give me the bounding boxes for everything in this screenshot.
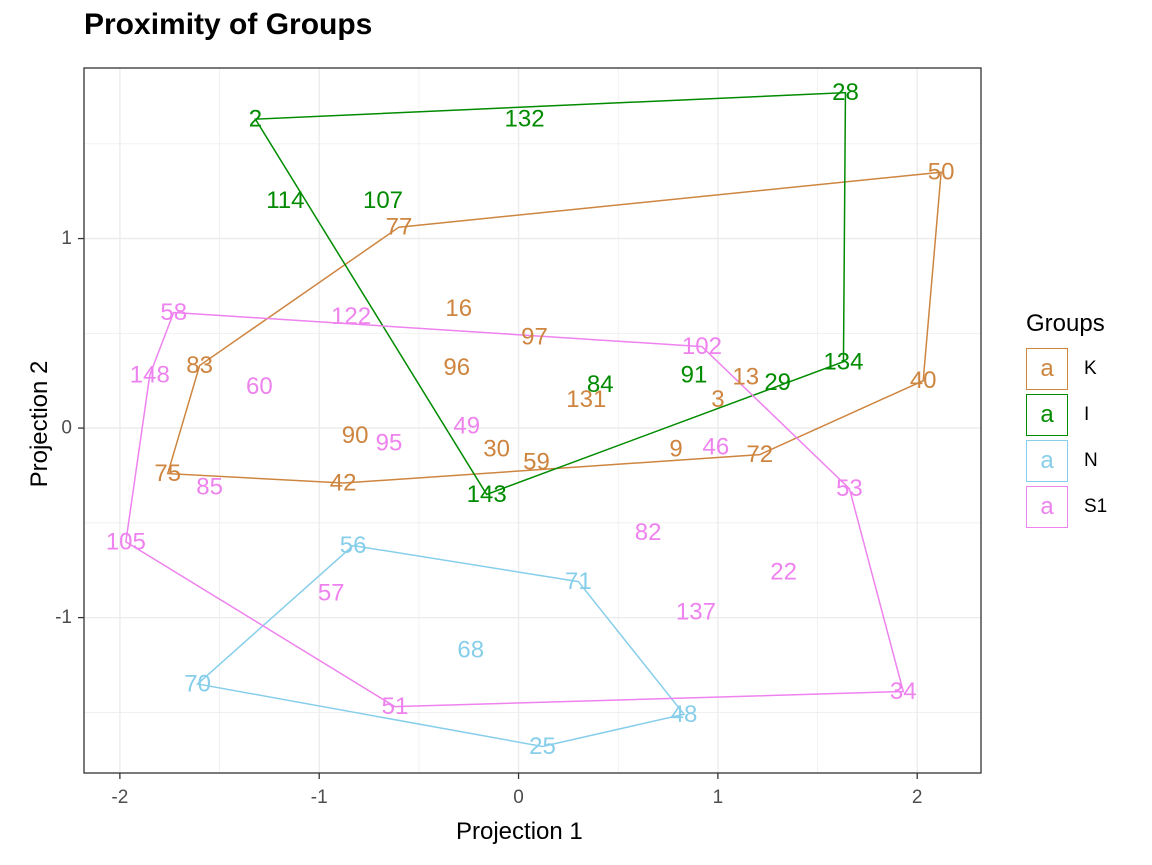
hull-i [254,91,847,496]
point-label: 30 [483,435,510,462]
hull-n [195,544,686,748]
point-label: 71 [565,568,592,595]
point-label: 105 [106,528,146,555]
point-label: 132 [505,106,545,133]
x-tick-label: -2 [111,787,128,808]
hull-k [166,171,942,484]
legend-label: K [1084,358,1097,379]
point-label: 91 [681,362,708,389]
point-label: 9 [669,435,682,462]
legend-item-s1: a S1 [1026,484,1107,530]
chart-title: Proximity of Groups [84,8,373,41]
legend-label: I [1084,404,1090,425]
point-label: 60 [246,373,273,400]
x-tick-label: -1 [311,787,328,808]
point-label: 68 [457,636,484,663]
legend-title: Groups [1026,310,1105,337]
x-tick-label: 0 [513,787,524,808]
point-label: 75 [154,460,181,487]
point-label: 29 [764,369,791,396]
point-label: 49 [453,413,480,440]
point-label: 84 [587,371,614,398]
point-label: 16 [445,295,472,322]
point-label: 85 [196,473,223,500]
legend-key: a [1026,440,1068,482]
x-axis-title: Projection 1 [456,818,583,845]
point-label: 42 [330,470,357,497]
point-label: 97 [521,324,548,351]
point-label: 77 [386,214,413,241]
y-tick-label: -1 [55,607,72,628]
point-label: 3 [711,386,724,413]
y-tick-label: 1 [61,228,72,249]
legend-label: S1 [1084,496,1108,517]
hull-s1 [125,311,905,708]
point-label: 134 [823,348,863,375]
legend-key: a [1026,348,1068,390]
legend-label: N [1084,450,1098,471]
grid-layer [84,68,981,773]
point-label: 59 [523,449,550,476]
point-label: 131 [566,386,606,413]
axis-layer: -2 -1 0 1 2 -1 0 1 [55,228,922,808]
legend-key: a [1026,486,1068,528]
y-axis-title: Projection 2 [26,360,53,488]
point-label: 13 [732,363,759,390]
point-label: 137 [676,598,716,625]
point-label: 46 [703,434,730,461]
point-label: 70 [184,670,211,697]
point-label: 34 [890,678,917,705]
point-label: 25 [529,733,556,760]
point-label: 53 [836,475,863,502]
point-label: 56 [340,532,367,559]
point-label: 22 [770,559,797,586]
point-label: 95 [376,430,403,457]
point-label: 50 [928,159,955,186]
point-label: 72 [746,441,773,468]
point-label: 114 [266,187,304,214]
point-label: 107 [363,187,403,214]
point-label: 48 [671,701,698,728]
point-label: 57 [318,579,345,606]
panel-border [83,67,982,774]
x-tick-label: 1 [713,787,724,808]
point-label: 51 [382,693,409,720]
point-label: 122 [331,303,371,330]
point-label: 143 [467,481,507,508]
point-label: 2 [249,106,262,133]
point-label: 58 [160,299,187,326]
y-tick-label: 0 [61,418,72,439]
point-label: 28 [832,79,859,106]
point-label: 90 [342,422,369,449]
x-tick-label: 2 [912,787,923,808]
legend-key: a [1026,394,1068,436]
point-label: 148 [130,362,170,389]
point-label: 102 [682,333,722,360]
point-label: 40 [910,367,937,394]
point-label: 96 [443,354,470,381]
hull-layer [125,91,942,748]
point-label: 83 [186,352,213,379]
point-label: 82 [635,519,662,546]
